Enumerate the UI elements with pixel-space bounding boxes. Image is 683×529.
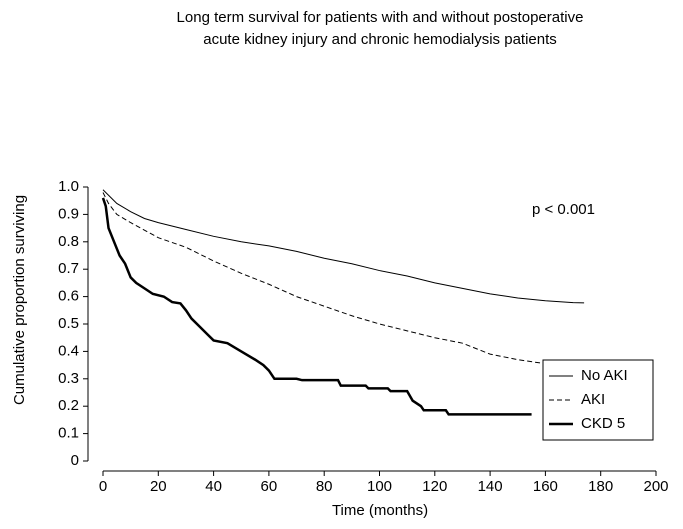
y-tick-label: 0.8	[58, 233, 79, 250]
y-tick-label: 0.3	[58, 370, 79, 387]
legend-label: No AKI	[581, 367, 628, 384]
x-tick-label: 140	[478, 478, 503, 495]
x-tick-label: 60	[261, 478, 278, 495]
chart-title: Long term survival for patients with and…	[177, 9, 584, 26]
x-tick-label: 100	[367, 478, 392, 495]
x-tick-label: 0	[99, 478, 107, 495]
legend-label: CKD 5	[581, 415, 625, 432]
survival-line	[102, 192, 582, 369]
x-axis-label: Time (months)	[332, 502, 428, 519]
x-tick-label: 120	[422, 478, 447, 495]
chart-title: acute kidney injury and chronic hemodial…	[203, 31, 557, 48]
y-tick-label: 0.6	[58, 288, 79, 305]
y-tick-label: 0.1	[58, 425, 79, 442]
x-tick-label: 160	[533, 478, 558, 495]
y-tick-label: 0.5	[58, 315, 79, 332]
y-axis-label: Cumulative proportion surviving	[11, 195, 28, 405]
y-tick-label: 0.4	[58, 342, 79, 359]
x-tick-label: 80	[316, 478, 333, 495]
x-tick-label: 180	[588, 478, 613, 495]
y-tick-label: 0.7	[58, 260, 79, 277]
survival-line	[102, 189, 585, 304]
y-tick-label: 0.2	[58, 397, 79, 414]
annotation: p < 0.001	[532, 201, 595, 218]
survival-line	[101, 197, 532, 416]
x-tick-label: 40	[205, 478, 222, 495]
y-tick-label: 1.0	[58, 178, 79, 195]
x-tick-label: 20	[150, 478, 167, 495]
y-tick-label: 0	[71, 452, 79, 469]
y-tick-label: 0.9	[58, 205, 79, 222]
x-tick-label: 200	[643, 478, 668, 495]
legend-label: AKI	[581, 391, 605, 408]
